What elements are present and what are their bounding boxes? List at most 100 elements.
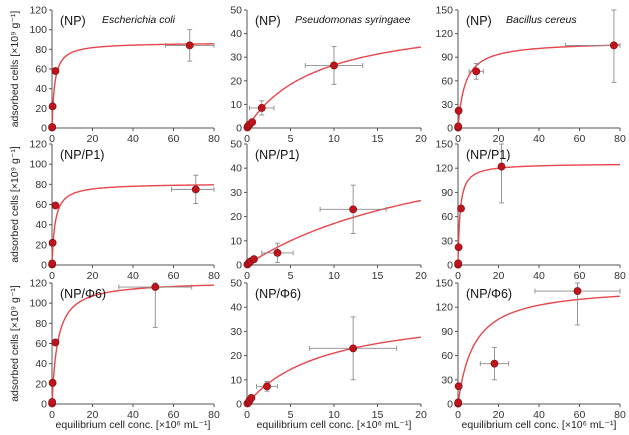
data-point [330,61,338,70]
x-tick-label: 20 [493,133,505,145]
x-tick-label: 40 [533,409,545,421]
y-tick-label: 30 [230,52,242,64]
x-tick-label: 0 [49,270,55,282]
data-point [472,67,481,76]
x-tick-label: 20 [415,409,427,421]
y-tick-label: 60 [35,64,47,76]
x-tick-label: 60 [168,133,180,145]
y-tick-label: 0 [236,399,242,411]
y-tick-label: 60 [35,338,47,350]
y-tick-label: 60 [35,199,47,211]
fit-curve [457,44,621,129]
x-tick-label: 10 [328,133,340,145]
y-tick-label: 30 [441,374,453,386]
y-tick-label: 20 [35,239,47,251]
data-point [497,162,506,171]
y-tick-label: 100 [29,24,47,36]
x-axis-label: equilibrium cell conc. [×10⁶ mL⁻¹] [257,419,412,431]
x-tick-label: 5 [288,270,294,282]
y-tick-label: 30 [441,235,453,247]
y-tick-label: 50 [230,139,242,151]
x-tick-label: 5 [288,409,294,421]
panel-condition-label: (NP) [60,14,86,28]
data-point [263,382,271,391]
y-axis-label: adsorbed cells [×10⁹ g⁻¹] [9,146,21,263]
data-point [48,102,57,111]
fit-curve [246,46,422,129]
y-tick-label: 40 [35,358,47,370]
x-tick-label: 0 [49,133,55,145]
x-tick-label: 40 [533,270,545,282]
y-tick-label: 90 [441,52,453,64]
y-tick-label: 20 [230,75,242,87]
y-tick-label: 150 [435,5,453,17]
y-tick-label: 150 [435,139,453,151]
x-tick-label: 5 [288,133,294,145]
data-point [48,398,57,406]
panel-condition-label: (NP) [466,14,492,28]
panel-2: 0 30 60 90 120 150 0 20 40 60 80 (NP) Bacillus cereu… [435,5,626,146]
panel-condition-label: (NP/Φ6) [255,287,301,301]
y-tick-label: 120 [29,278,47,290]
fit-curve [51,284,215,405]
x-tick-label: 0 [244,133,250,145]
panel-condition-label: (NP) [255,14,281,28]
data-point [454,106,463,115]
data-point [51,67,60,75]
data-point [610,41,618,50]
data-point [185,41,194,50]
data-point [454,382,463,391]
y-tick-label: 20 [230,211,242,223]
y-tick-label: 30 [230,326,242,338]
y-tick-label: 0 [447,260,453,272]
y-tick-label: 0 [41,399,47,411]
panel-condition-label: (NP/P1) [60,148,104,162]
y-tick-label: 40 [230,163,242,175]
data-point [48,123,57,131]
fit-curve [51,43,215,129]
y-tick-label: 60 [441,350,453,362]
fit-curve [457,295,621,405]
x-tick-label: 10 [328,270,340,282]
y-tick-label: 120 [435,302,453,314]
x-tick-label: 80 [614,133,626,145]
x-axis-label: equilibrium cell conc. [×10⁶ mL⁻¹] [56,419,211,431]
panel-species-label: Pseudomonas syringaee [295,14,411,26]
data-point [51,338,60,347]
y-tick-label: 80 [35,44,47,56]
panel-species-label: Escherichia coli [102,14,176,26]
fit-curve [246,336,422,405]
y-tick-label: 120 [29,5,47,17]
x-tick-label: 0 [455,409,461,421]
data-point [457,204,465,213]
y-tick-label: 0 [236,123,242,135]
x-tick-label: 20 [493,409,505,421]
panel-species-label: Bacillus cereus [506,14,577,26]
x-tick-label: 80 [208,409,220,421]
y-tick-label: 20 [230,350,242,362]
x-tick-label: 20 [415,270,427,282]
y-tick-label: 40 [35,219,47,231]
y-tick-label: 120 [435,28,453,40]
panel-5: 0 30 60 90 120 150 0 20 40 60 80 (NP/P1) [435,139,626,283]
x-tick-label: 20 [415,133,427,145]
x-tick-label: 40 [533,133,545,145]
x-axis-label: equilibrium cell conc. [×10⁶ mL⁻¹] [462,419,617,431]
panel-8: 0 30 60 90 120 150 0 20 40 60 80 (NP/Φ6) [435,278,626,422]
y-tick-label: 60 [441,211,453,223]
x-tick-label: 0 [244,409,250,421]
y-tick-label: 0 [447,399,453,411]
data-point [48,259,57,268]
y-tick-label: 10 [230,374,242,386]
x-tick-label: 10 [328,409,340,421]
data-point [349,344,358,353]
x-tick-label: 80 [208,270,220,282]
x-tick-label: 20 [493,270,505,282]
panel-condition-label: (NP/Φ6) [60,287,106,301]
x-tick-label: 40 [127,270,139,282]
fit-curve [51,184,215,266]
data-point [191,185,200,194]
y-tick-label: 80 [35,318,47,330]
